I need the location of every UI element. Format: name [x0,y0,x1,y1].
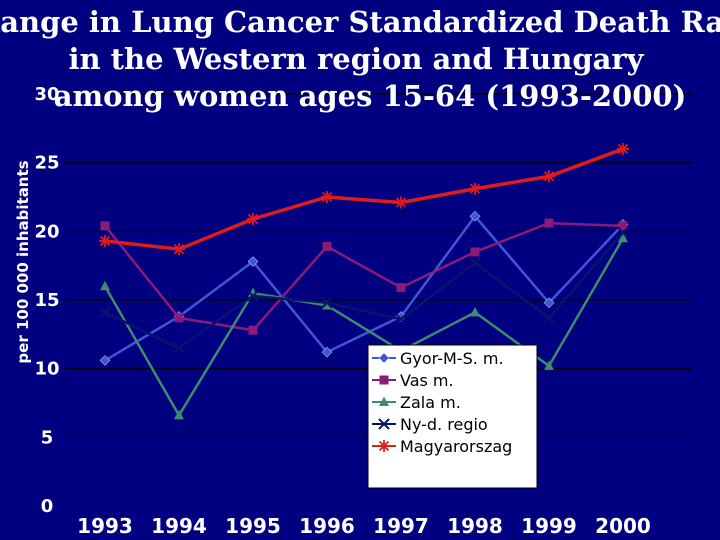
legend-marker [379,375,389,385]
data-point [247,212,259,225]
chart-title-line-2: in the Western region and Hungary [68,42,644,76]
data-point [100,280,110,291]
data-point [543,297,555,309]
data-point [174,313,184,323]
data-point [617,142,629,155]
x-tick-label: 1993 [77,514,133,538]
legend-items: Gyor-M-S. m. Vas m. Zala m. Ny-d. regio Magy… [372,349,512,456]
data-point [470,247,480,257]
data-point [322,241,332,251]
data-point [543,312,555,324]
chart-title-line-3: among women ages 15-64 (1993-2000) [54,79,687,113]
legend-item: Gyor-M-S. m. [372,349,504,368]
y-tick-label: 25 [34,153,59,174]
legend-item: Ny-d. regio [372,415,488,434]
legend-marker [378,352,390,364]
data-point [248,325,258,335]
legend: Gyor-M-S. m. Vas m. Zala m. Ny-d. regio Magy… [367,344,538,489]
data-point [321,191,333,203]
data-point [469,210,481,222]
series-line [104,221,624,332]
y-tick-labels: 0 5 10 15 20 25 30 [34,84,59,517]
legend-item: Vas m. [372,371,454,390]
series-5 [99,142,629,256]
x-tick-labels: 1993 1994 1995 1996 1997 1998 1999 2000 [77,514,651,538]
data-point [322,299,332,310]
y-tick-label: 5 [41,427,54,448]
legend-label: Magyarorszag [400,437,512,456]
x-tick-label: 1998 [447,514,503,538]
data-point [544,218,554,228]
data-point [618,232,628,243]
y-axis-label: per 100 000 inhabitants [14,160,32,363]
x-tick-label: 2000 [595,514,651,538]
data-point [544,360,554,370]
data-point [173,243,185,256]
y-tick-label: 15 [34,290,59,311]
data-point [247,256,259,267]
data-point [321,346,333,358]
series-2 [100,218,628,335]
x-tick-label: 1997 [373,514,429,538]
data-point [395,313,407,325]
legend-label: Gyor-M-S. m. [400,349,504,368]
data-point [618,221,628,231]
series-line [103,237,625,417]
legend-label: Zala m. [400,393,461,412]
legend-marker [378,440,390,452]
y-tick-label: 0 [41,496,54,517]
data-point [469,257,481,269]
data-point [617,226,629,239]
y-tick-label: 30 [34,84,59,105]
y-tick-label: 20 [34,221,59,242]
chart-title-line-1: Change in Lung Cancer Standardized Death… [0,5,720,39]
data-point [173,342,185,354]
data-point [99,306,111,319]
data-point [321,297,333,309]
data-point [247,290,259,302]
data-point [543,170,555,183]
data-point [469,182,481,195]
series-line [104,147,624,251]
gridlines [66,93,692,438]
data-point [396,283,406,293]
series-line [104,231,624,350]
x-tick-label: 1996 [299,514,355,538]
legend-label: Ny-d. regio [400,415,488,434]
legend-marker [378,418,390,430]
legend-item: Zala m. [372,393,461,412]
legend-label: Vas m. [400,371,454,390]
series-4 [99,226,629,354]
series-1 [99,210,629,366]
y-tick-label: 10 [34,359,59,380]
x-tick-label: 1995 [225,514,281,538]
data-point [99,355,111,366]
data-point [395,196,407,209]
x-tick-label: 1999 [521,514,577,538]
series-3 [100,232,628,420]
data-point [470,306,480,317]
legend-marker [379,396,389,406]
series-layer [99,142,629,420]
data-point [100,221,110,231]
data-point [99,234,111,247]
legend-item: Magyarorszag [372,437,512,456]
series-line [104,214,624,362]
data-point [174,409,184,420]
x-tick-label: 1994 [151,514,207,538]
legend-box [367,344,538,489]
